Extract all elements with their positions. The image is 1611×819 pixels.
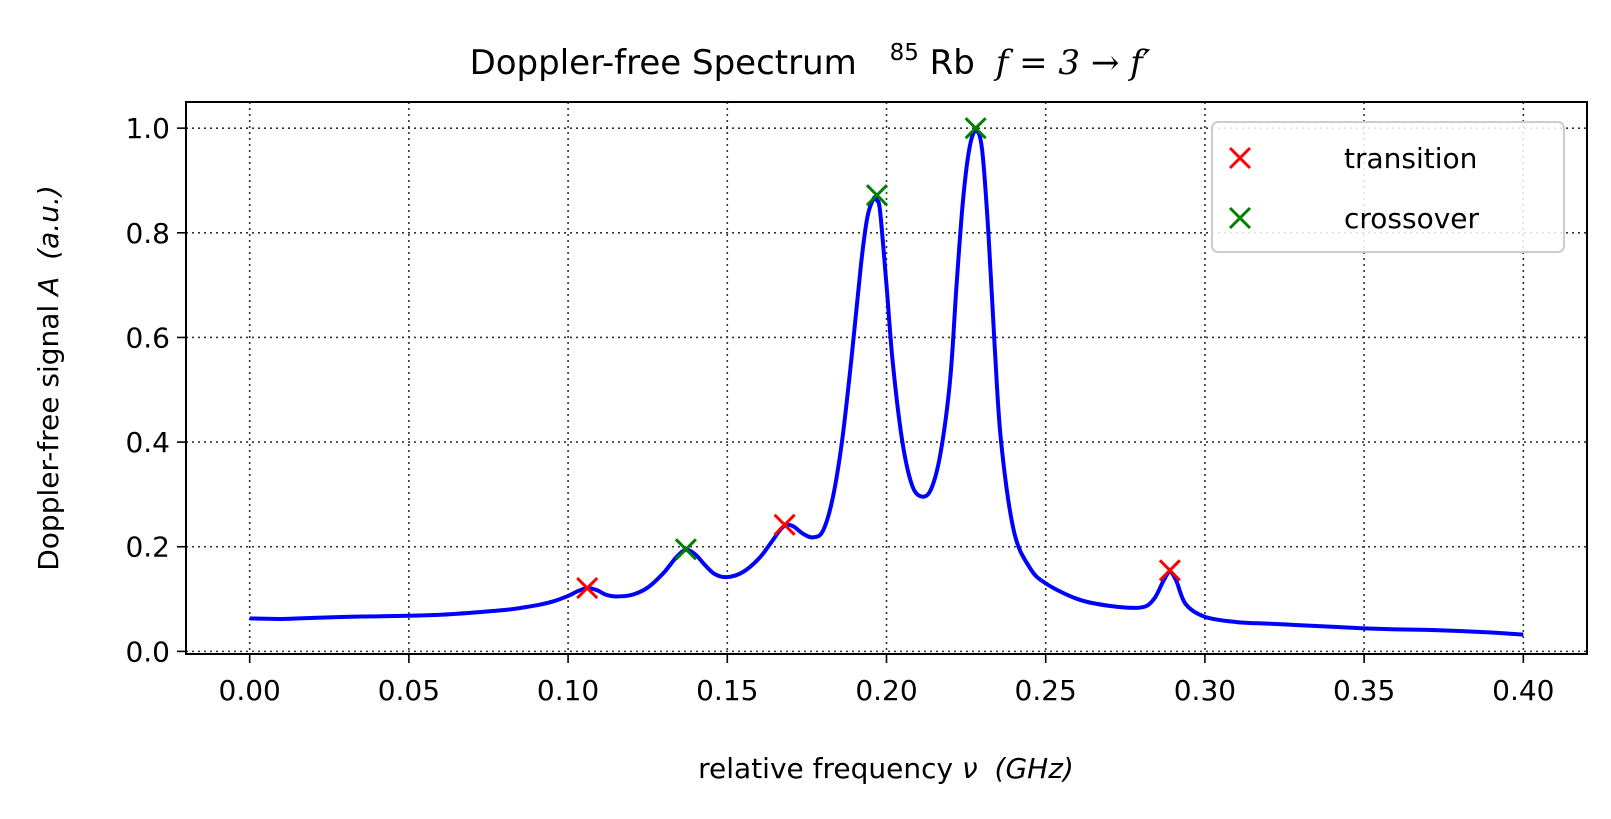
chart-title-isotope: 85 [890,40,919,66]
plot-area: 0.00 0.05 0.10 0.15 0.20 0.25 0.30 0.35 0.40 0.0… [125,101,1588,707]
chart-title: Doppler-free Spectrum 85 Rb f = 3 → f′ [470,29,1151,83]
legend-label-crossover: crossover [1344,202,1480,235]
x-axis-label-symbol: ν [962,752,978,785]
y-tick-label: 0.4 [125,426,170,459]
y-tick-label: 0.2 [125,531,170,564]
y-tick-label: 1.0 [125,112,170,145]
legend-marker-crossover [1228,206,1252,230]
y-tick-label: 0.8 [125,217,170,250]
y-axis-label-symbol: A [32,277,65,298]
x-tick-label: 0.35 [1333,674,1395,707]
chart-title-transition: f = 3 → f′ [993,43,1151,83]
legend-transition-x [1228,146,1252,170]
x-axis-label-unit: (GHz) [995,752,1074,785]
legend-label-transition: transition [1344,142,1477,175]
transition-marker [576,577,599,600]
x-tick-label: 0.25 [1015,674,1077,707]
x-tick-label: 0.30 [1174,674,1236,707]
chart-title-element: Rb [930,43,975,83]
y-tick-label: 0.0 [125,635,170,668]
crossover-marker [865,184,889,207]
y-axis-label: Doppler-free signal A (a.u.) [32,185,65,571]
transition-marker [1158,559,1181,582]
crossover-marker [674,538,697,561]
x-tick-label: 0.15 [696,674,758,707]
marker-layer [576,117,1181,600]
x-axis-label: relative frequency ν (GHz) [698,752,1074,785]
y-tick-label: 0.6 [125,321,170,354]
transition-marker [773,513,796,536]
x-axis-label-text: relative frequency [698,752,962,785]
legend: transition crossover [1211,121,1565,253]
chart-title-main: Doppler-free Spectrum [470,43,857,83]
legend-box [1211,121,1565,253]
x-axis-ticks: 0.00 0.05 0.10 0.15 0.20 0.25 0.30 0.35 0.40 [219,654,1554,707]
y-axis-label-text: Doppler-free signal [32,296,65,571]
crossover-marker [964,117,987,140]
x-tick-label: 0.10 [537,674,599,707]
x-tick-label: 0.05 [378,674,440,707]
y-axis-label-unit: (a.u.) [32,185,65,260]
x-tick-label: 0.40 [1492,674,1554,707]
y-axis-ticks: 0.0 0.2 0.4 0.6 0.8 1.0 [125,112,186,668]
legend-crossover-x [1228,206,1252,230]
x-tick-label: 0.20 [855,674,917,707]
legend-marker-transition [1228,146,1252,170]
x-tick-label: 0.00 [219,674,281,707]
